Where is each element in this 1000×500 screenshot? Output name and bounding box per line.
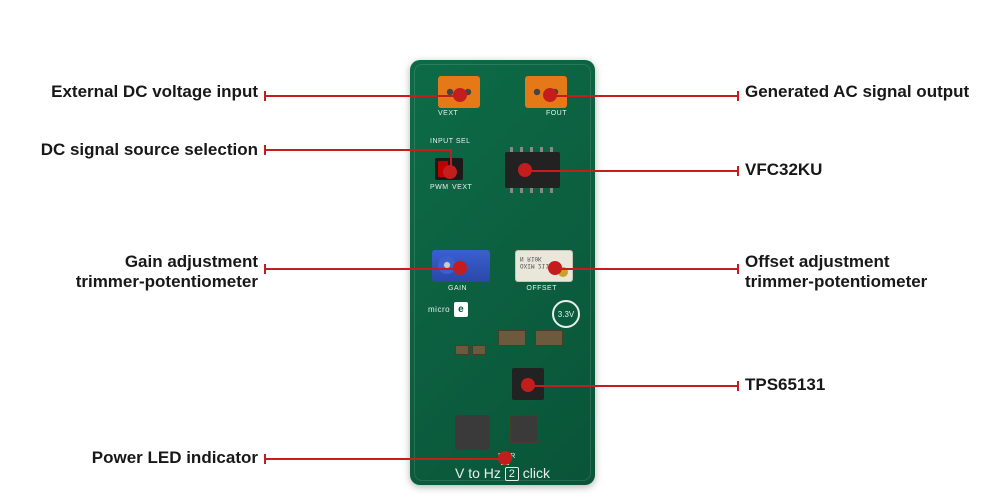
leader-line xyxy=(264,149,450,151)
silkscreen-offset: OFFSET xyxy=(526,285,557,292)
leader-line xyxy=(264,458,505,460)
smd-cap1 xyxy=(498,330,526,346)
callout-label: TPS65131 xyxy=(745,375,825,395)
smd-cap2 xyxy=(535,330,563,346)
callout-label: Power LED indicator xyxy=(92,448,258,468)
callout-label: Offset adjustmenttrimmer-potentiometer xyxy=(745,252,927,293)
board-title: V to Hz 2 click xyxy=(410,465,595,481)
callout-dot-icon xyxy=(498,451,512,465)
smd-c2 xyxy=(472,345,486,355)
leader-line xyxy=(528,385,739,387)
leader-line xyxy=(264,268,460,270)
callout-dot-icon xyxy=(453,261,467,275)
callout-dot-icon xyxy=(453,88,467,102)
callout-label: VFC32KU xyxy=(745,160,822,180)
leader-line xyxy=(525,170,739,172)
callout-dot-icon xyxy=(548,261,562,275)
silkscreen-inputsel: INPUT SEL xyxy=(430,138,471,145)
pcb-board: VEXT FOUT INPUT SEL PWM VEXT OXIM 2111N … xyxy=(410,60,595,485)
callout-label: External DC voltage input xyxy=(51,82,258,102)
smd-c1 xyxy=(455,345,469,355)
silkscreen-vext: VEXT xyxy=(438,110,458,117)
voltage-badge: 3.3V xyxy=(552,300,580,328)
trimmer-offset: OXIM 2111N R10K xyxy=(515,250,573,282)
silkscreen-vext2: VEXT xyxy=(452,184,472,191)
inductor xyxy=(455,415,490,450)
callout-dot-icon xyxy=(443,165,457,179)
callout-label: Gain adjustmenttrimmer-potentiometer xyxy=(76,252,258,293)
silkscreen-gain: GAIN xyxy=(448,285,467,292)
callout-dot-icon xyxy=(518,163,532,177)
silkscreen-fout: FOUT xyxy=(546,110,567,117)
callout-dot-icon xyxy=(521,378,535,392)
callout-dot-icon xyxy=(543,88,557,102)
smd-ind2 xyxy=(510,415,538,443)
board-logo: micro e xyxy=(428,302,468,317)
silkscreen-pwm: PWM xyxy=(430,184,449,191)
callout-label: DC signal source selection xyxy=(41,140,258,160)
leader-line xyxy=(555,268,739,270)
leader-line xyxy=(550,95,739,97)
callout-label: Generated AC signal output xyxy=(745,82,969,102)
leader-line xyxy=(264,95,460,97)
